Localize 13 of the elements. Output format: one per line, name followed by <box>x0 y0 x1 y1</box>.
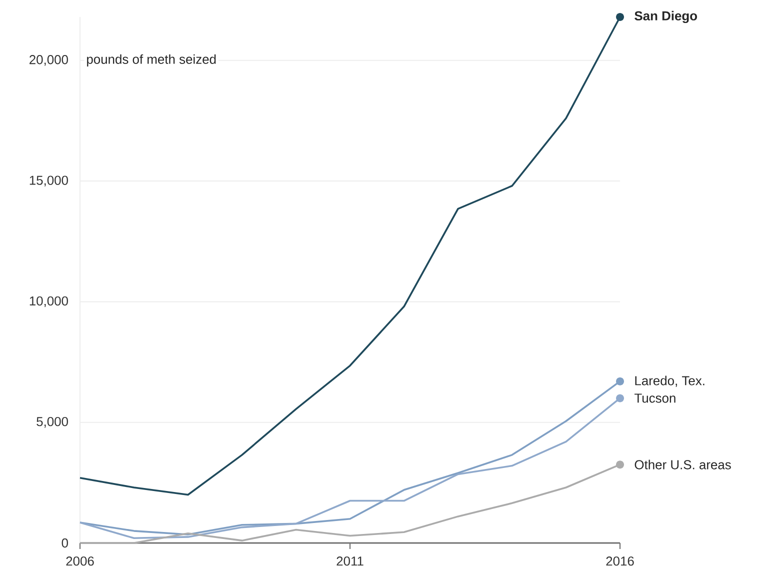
y-tick-label: 20,000 <box>30 55 68 66</box>
y-tick-label: 10,000 <box>30 296 68 308</box>
series-label: Other U.S. areas <box>634 460 731 470</box>
x-tick-label: 2016 <box>606 556 634 566</box>
x-tick-label: 2006 <box>66 556 94 566</box>
series-label: Tucson <box>634 394 676 403</box>
y-tick-label: 15,000 <box>30 176 68 186</box>
y-tick-label: 0 <box>62 538 68 548</box>
series-label: San Diego <box>634 10 698 24</box>
y-axis-title: pounds of meth seized <box>87 54 216 66</box>
x-tick-label: 2011 <box>336 556 364 566</box>
series-label: Laredo, Tex. <box>635 376 704 387</box>
y-tick-label: 5,000 <box>36 416 68 428</box>
